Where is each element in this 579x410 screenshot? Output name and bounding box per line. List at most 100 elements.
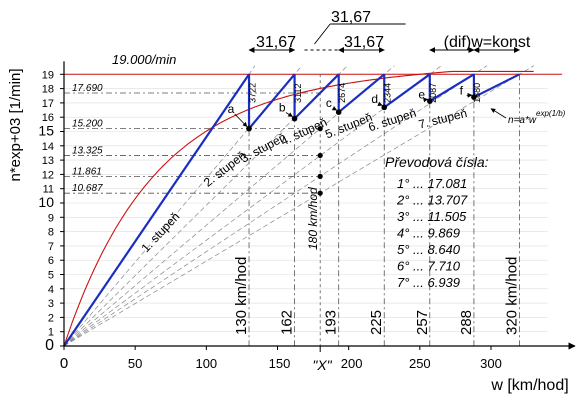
x-tick-label: 300 <box>480 356 502 371</box>
point-letter: f <box>460 83 464 97</box>
point-letter: e <box>418 88 425 102</box>
gear-line <box>293 73 340 120</box>
x-tick-label: 150 <box>269 356 291 371</box>
y-tick-label: 5 <box>48 270 54 282</box>
dot-180 <box>317 126 323 132</box>
konst-label: (dif)w=konst <box>444 34 531 51</box>
y-tick-label: 19 <box>42 69 54 81</box>
shift-point <box>291 115 298 122</box>
y-tick-label: 4 <box>48 284 54 296</box>
shift-point <box>335 109 342 115</box>
shift-drop-label: 3112 <box>293 84 303 103</box>
ratio-entry: 1° ... 17.081 <box>397 176 467 191</box>
gear-ray <box>63 65 535 347</box>
point-arrow <box>331 106 338 111</box>
y-tick-label: 18 <box>42 84 54 96</box>
dim-leader <box>314 23 331 45</box>
speed-label: 288 <box>458 310 475 335</box>
speed-label: 320 km/hod <box>503 257 520 335</box>
dot-180 <box>317 152 323 159</box>
y-tick-label: 8 <box>48 227 54 239</box>
speed-label: 193 <box>323 310 340 335</box>
curve-formula-exp: exp(1/b) <box>536 109 566 118</box>
speed-label: 162 <box>279 310 296 335</box>
x-marker-label: "X" <box>312 357 332 373</box>
point-letter: d <box>371 92 378 106</box>
ratio-title: Převodová čísla: <box>385 154 489 170</box>
ratio-entry: 7° ... 6.939 <box>397 275 460 290</box>
y-tick-label: 11 <box>43 184 54 196</box>
shift-drop-label: 2344 <box>383 83 393 103</box>
ratio-entry: 5° ... 8.640 <box>397 242 461 257</box>
y-tick-label: 2 <box>48 312 54 324</box>
shift-drop-label: 1880 <box>472 83 482 103</box>
gear-line <box>337 73 385 114</box>
point-arrow <box>377 101 383 107</box>
gear-line <box>383 73 431 109</box>
dim-label-1: 31,67 <box>256 34 296 51</box>
speed-label: 257 <box>414 310 431 335</box>
gear-lines <box>63 73 520 347</box>
gear-label: 6. stupeň <box>367 106 418 135</box>
gear-line <box>248 73 296 130</box>
dot-180 <box>317 190 323 196</box>
gear-line <box>429 73 475 103</box>
shift-drop-label: 3722 <box>247 83 257 103</box>
rpm-level-label: 11.861 <box>72 166 102 177</box>
ratio-entry: 2° ... 13.707 <box>396 193 468 208</box>
y-tick-label: 0 <box>45 337 54 354</box>
shift-point <box>246 125 252 132</box>
rpm-max-label: 19.000/min <box>112 52 176 67</box>
gear-label: 7. stupeň <box>417 106 468 132</box>
x-tick-label: 50 <box>128 356 142 371</box>
dim-label-2: 31,67 <box>331 9 371 26</box>
power-curve-group <box>63 70 534 347</box>
gear-label: 5. stupeň <box>323 110 374 141</box>
power-curve <box>63 70 534 347</box>
point-arrow <box>285 112 293 117</box>
curve-formula: n=a*w <box>508 115 537 126</box>
rpm-lines <box>64 73 563 194</box>
shift-drop-label: 2674 <box>337 83 347 103</box>
y-tick-label: 13 <box>42 155 54 167</box>
y-tick-label: 9 <box>48 212 54 224</box>
rpm-level-label: 17.690 <box>72 83 103 94</box>
x-tick-label: 250 <box>409 356 431 371</box>
y-tick-label: 10 <box>38 194 54 210</box>
speed-label: 180 km/hod <box>306 187 320 250</box>
point-letter: a <box>228 102 235 116</box>
shift-point <box>471 94 477 100</box>
rpm-level-label: 10.687 <box>72 183 103 194</box>
y-tick-label: 7 <box>48 241 54 253</box>
ratio-entry: 6° ... 7.710 <box>397 259 461 274</box>
point-letter: c <box>326 96 332 110</box>
guide-lines <box>64 74 548 333</box>
dot-180 <box>317 173 323 179</box>
rpm-level-label: 13.325 <box>72 145 103 156</box>
shift-point <box>381 104 388 111</box>
y-tick-label: 16 <box>42 112 54 124</box>
y-tick-label: 15 <box>38 123 54 139</box>
gear-ray <box>63 65 442 347</box>
shift-point <box>426 98 433 104</box>
x-tick-label: 100 <box>195 356 217 371</box>
point-letter: b <box>279 100 286 114</box>
y-tick-label: 1 <box>48 327 54 339</box>
speed-label: 225 <box>368 310 385 335</box>
shift-drop-label: 2087 <box>428 83 438 103</box>
x-axis-label: w [km/hod] <box>490 377 568 394</box>
ratio-entry: 4° ... 9.869 <box>397 226 460 241</box>
labels: 17.690 15.200 13.325 11.861 10.687 3722 3112 26… <box>72 23 520 335</box>
gear-line <box>473 73 520 99</box>
y-tick-label: 6 <box>48 255 54 267</box>
formula-leader <box>490 108 507 119</box>
y-axis-label: n*exp+03 [1/min] <box>7 69 24 182</box>
x-tick-label: 0 <box>60 355 68 372</box>
dim-label-3: 31,67 <box>344 34 384 51</box>
y-tick-label: 17 <box>42 98 54 110</box>
y-tick-label: 12 <box>42 169 54 181</box>
ratio-entry: 3° ... 11.505 <box>397 209 467 224</box>
